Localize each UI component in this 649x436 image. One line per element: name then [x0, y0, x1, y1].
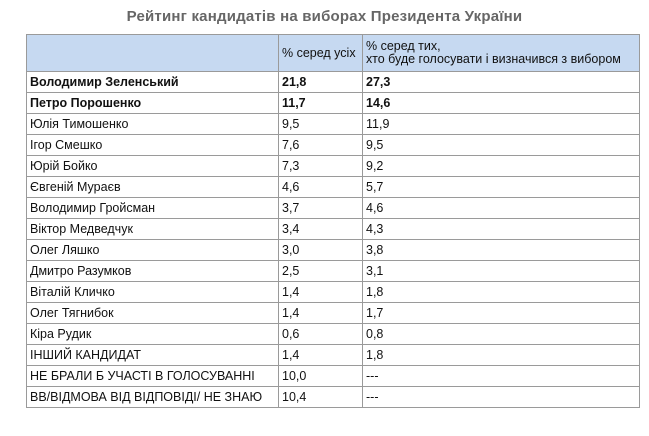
table-row: Олег Ляшко 3,0 3,8	[26, 239, 640, 261]
candidate-name-cell: Віталій Кличко	[26, 281, 279, 303]
candidate-name-cell: Юрій Бойко	[26, 155, 279, 177]
percent-voters-cell: 14,6	[362, 92, 640, 114]
percent-voters-cell: 5,7	[362, 176, 640, 198]
percent-all-cell: 10,0	[278, 365, 363, 387]
percent-voters-cell: 1,7	[362, 302, 640, 324]
candidate-name-cell: НЕ БРАЛИ Б УЧАСТІ В ГОЛОСУВАННІ	[26, 365, 279, 387]
candidate-name-cell: Петро Порошенко	[26, 92, 279, 114]
table-row: ІНШИЙ КАНДИДАТ 1,4 1,8	[26, 344, 640, 366]
percent-voters-cell: 4,6	[362, 197, 640, 219]
table-row: Юрій Бойко 7,3 9,2	[26, 155, 640, 177]
table-header-row: % серед усіх % серед тих, хто буде голосу…	[26, 34, 640, 72]
percent-all-cell: 10,4	[278, 386, 363, 408]
table-row: Ігор Смешко 7,6 9,5	[26, 134, 640, 156]
candidate-name-cell: Юлія Тимошенко	[26, 113, 279, 135]
table-row: Дмитро Разумков 2,5 3,1	[26, 260, 640, 282]
percent-voters-cell: 9,2	[362, 155, 640, 177]
table-body: Володимир Зеленський 21,8 27,3 Петро Пороше…	[26, 71, 640, 408]
candidate-name-cell: Володимир Гройсман	[26, 197, 279, 219]
percent-all-cell: 1,4	[278, 344, 363, 366]
candidate-name-cell: ВВ/ВІДМОВА ВІД ВІДПОВІДІ/ НЕ ЗНАЮ	[26, 386, 279, 408]
percent-all-cell: 7,3	[278, 155, 363, 177]
candidate-name-cell: Олег Тягнибок	[26, 302, 279, 324]
percent-voters-cell: 1,8	[362, 281, 640, 303]
table-row: Віктор Медведчук 3,4 4,3	[26, 218, 640, 240]
header-percent-all: % серед усіх	[278, 34, 363, 72]
header-candidate	[26, 34, 279, 72]
percent-all-cell: 7,6	[278, 134, 363, 156]
table-row: Володимир Зеленський 21,8 27,3	[26, 71, 640, 93]
header-percent-voters-line2: хто буде голосувати і визначився з вибор…	[366, 52, 621, 66]
table-row: Євгеній Мураєв 4,6 5,7	[26, 176, 640, 198]
percent-all-cell: 9,5	[278, 113, 363, 135]
percent-all-cell: 1,4	[278, 281, 363, 303]
table-row: Юлія Тимошенко 9,5 11,9	[26, 113, 640, 135]
percent-voters-cell: 1,8	[362, 344, 640, 366]
percent-all-cell: 3,7	[278, 197, 363, 219]
percent-voters-cell: 3,8	[362, 239, 640, 261]
percent-all-cell: 1,4	[278, 302, 363, 324]
candidate-name-cell: Дмитро Разумков	[26, 260, 279, 282]
candidate-name-cell: Ігор Смешко	[26, 134, 279, 156]
header-percent-voters: % серед тих, хто буде голосувати і визнач…	[362, 34, 640, 72]
percent-all-cell: 2,5	[278, 260, 363, 282]
percent-all-cell: 11,7	[278, 92, 363, 114]
page-title: Рейтинг кандидатів на виборах Президента…	[126, 8, 523, 25]
percent-voters-cell: 4,3	[362, 218, 640, 240]
percent-all-cell: 3,0	[278, 239, 363, 261]
percent-all-cell: 3,4	[278, 218, 363, 240]
candidate-name-cell: Володимир Зеленський	[26, 71, 279, 93]
percent-all-cell: 4,6	[278, 176, 363, 198]
candidate-name-cell: Євгеній Мураєв	[26, 176, 279, 198]
candidate-name-cell: ІНШИЙ КАНДИДАТ	[26, 344, 279, 366]
percent-voters-cell: 3,1	[362, 260, 640, 282]
percent-voters-cell: ---	[362, 365, 640, 387]
candidate-name-cell: Олег Ляшко	[26, 239, 279, 261]
percent-voters-cell: 27,3	[362, 71, 640, 93]
table-row: НЕ БРАЛИ Б УЧАСТІ В ГОЛОСУВАННІ 10,0 ---	[26, 365, 640, 387]
table-row: ВВ/ВІДМОВА ВІД ВІДПОВІДІ/ НЕ ЗНАЮ 10,4 ---	[26, 386, 640, 408]
table-row: Петро Порошенко 11,7 14,6	[26, 92, 640, 114]
table-row: Віталій Кличко 1,4 1,8	[26, 281, 640, 303]
percent-voters-cell: 11,9	[362, 113, 640, 135]
header-percent-voters-line1: % серед тих,	[366, 39, 441, 53]
percent-all-cell: 0,6	[278, 323, 363, 345]
percent-voters-cell: 9,5	[362, 134, 640, 156]
candidate-name-cell: Кіра Рудик	[26, 323, 279, 345]
percent-all-cell: 21,8	[278, 71, 363, 93]
percent-voters-cell: ---	[362, 386, 640, 408]
candidate-name-cell: Віктор Медведчук	[26, 218, 279, 240]
table-row: Олег Тягнибок 1,4 1,7	[26, 302, 640, 324]
table-row: Кіра Рудик 0,6 0,8	[26, 323, 640, 345]
table-row: Володимир Гройсман 3,7 4,6	[26, 197, 640, 219]
rating-table: % серед усіх % серед тих, хто буде голосу…	[26, 34, 640, 408]
percent-voters-cell: 0,8	[362, 323, 640, 345]
